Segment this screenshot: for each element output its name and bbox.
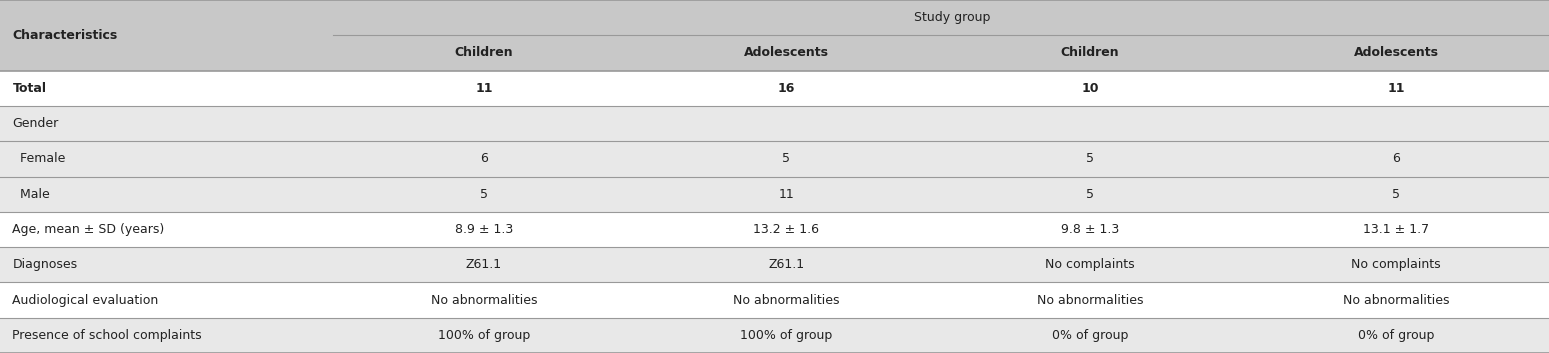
Bar [0, 247, 333, 282]
Text: 11: 11 [1388, 82, 1405, 95]
Bar [937, 176, 1242, 212]
Bar [635, 106, 937, 141]
Bar [937, 247, 1242, 282]
Bar [333, 318, 635, 353]
Text: Audiological evaluation: Audiological evaluation [12, 294, 158, 306]
Bar [1242, 318, 1549, 353]
Bar [0, 0, 333, 35]
Text: 6: 6 [1393, 152, 1400, 165]
Bar [333, 141, 635, 176]
Bar [937, 212, 1242, 247]
Text: 11: 11 [778, 188, 795, 201]
Bar [635, 282, 937, 318]
Text: 100% of group: 100% of group [740, 329, 832, 342]
Bar [333, 0, 635, 35]
Text: No abnormalities: No abnormalities [1036, 294, 1143, 306]
Bar [635, 35, 937, 71]
Bar [635, 247, 937, 282]
Bar [635, 212, 937, 247]
Bar [937, 35, 1242, 71]
Bar [635, 71, 937, 106]
Text: 10: 10 [1081, 82, 1098, 95]
Text: Adolescents: Adolescents [744, 47, 829, 59]
Text: Z61.1: Z61.1 [768, 258, 804, 271]
Text: Study group: Study group [914, 11, 991, 24]
Bar [1242, 141, 1549, 176]
Bar [937, 141, 1242, 176]
Bar [1242, 71, 1549, 106]
Bar [333, 176, 635, 212]
Text: 8.9 ± 1.3: 8.9 ± 1.3 [455, 223, 513, 236]
Bar [0, 212, 333, 247]
Bar [0, 106, 333, 141]
Text: 9.8 ± 1.3: 9.8 ± 1.3 [1061, 223, 1120, 236]
Text: 0% of group: 0% of group [1358, 329, 1434, 342]
Bar [937, 106, 1242, 141]
Bar [0, 35, 333, 71]
Text: Z61.1: Z61.1 [466, 258, 502, 271]
Bar [635, 318, 937, 353]
Text: No abnormalities: No abnormalities [733, 294, 840, 306]
Text: No complaints: No complaints [1046, 258, 1135, 271]
Text: 6: 6 [480, 152, 488, 165]
Text: 13.1 ± 1.7: 13.1 ± 1.7 [1363, 223, 1430, 236]
Text: Children: Children [455, 47, 513, 59]
Text: Age, mean ± SD (years): Age, mean ± SD (years) [12, 223, 164, 236]
Bar [937, 0, 1242, 35]
Text: 100% of group: 100% of group [438, 329, 530, 342]
Bar [333, 282, 635, 318]
Text: Female: Female [12, 152, 65, 165]
Bar [1242, 176, 1549, 212]
Text: 5: 5 [1086, 152, 1094, 165]
Text: Gender: Gender [12, 117, 59, 130]
Bar [1242, 0, 1549, 35]
Text: Diagnoses: Diagnoses [12, 258, 77, 271]
Bar [1242, 212, 1549, 247]
Text: 5: 5 [1393, 188, 1400, 201]
Bar [0, 318, 333, 353]
Text: 5: 5 [782, 152, 790, 165]
Text: 0% of group: 0% of group [1052, 329, 1128, 342]
Bar [1242, 106, 1549, 141]
Bar [0, 71, 333, 106]
Text: No complaints: No complaints [1351, 258, 1441, 271]
Bar [333, 35, 635, 71]
Text: 13.2 ± 1.6: 13.2 ± 1.6 [753, 223, 819, 236]
Text: No abnormalities: No abnormalities [1343, 294, 1450, 306]
Bar [333, 212, 635, 247]
Bar [0, 282, 333, 318]
Bar [635, 176, 937, 212]
Bar [1242, 282, 1549, 318]
Bar [937, 318, 1242, 353]
Text: Children: Children [1061, 47, 1120, 59]
Bar [635, 141, 937, 176]
Bar [635, 0, 937, 35]
Text: 5: 5 [1086, 188, 1094, 201]
Bar [937, 282, 1242, 318]
Text: No abnormalities: No abnormalities [431, 294, 538, 306]
Text: 5: 5 [480, 188, 488, 201]
Bar [1242, 247, 1549, 282]
Text: Adolescents: Adolescents [1354, 47, 1439, 59]
Bar [937, 71, 1242, 106]
Bar [333, 71, 635, 106]
Bar [0, 176, 333, 212]
Text: 11: 11 [476, 82, 493, 95]
Text: 16: 16 [778, 82, 795, 95]
Text: Male: Male [12, 188, 50, 201]
Text: Total: Total [12, 82, 46, 95]
Text: Characteristics: Characteristics [12, 29, 118, 42]
Bar [0, 141, 333, 176]
Text: Presence of school complaints: Presence of school complaints [12, 329, 201, 342]
Bar [333, 247, 635, 282]
Bar [333, 106, 635, 141]
Bar [1242, 35, 1549, 71]
